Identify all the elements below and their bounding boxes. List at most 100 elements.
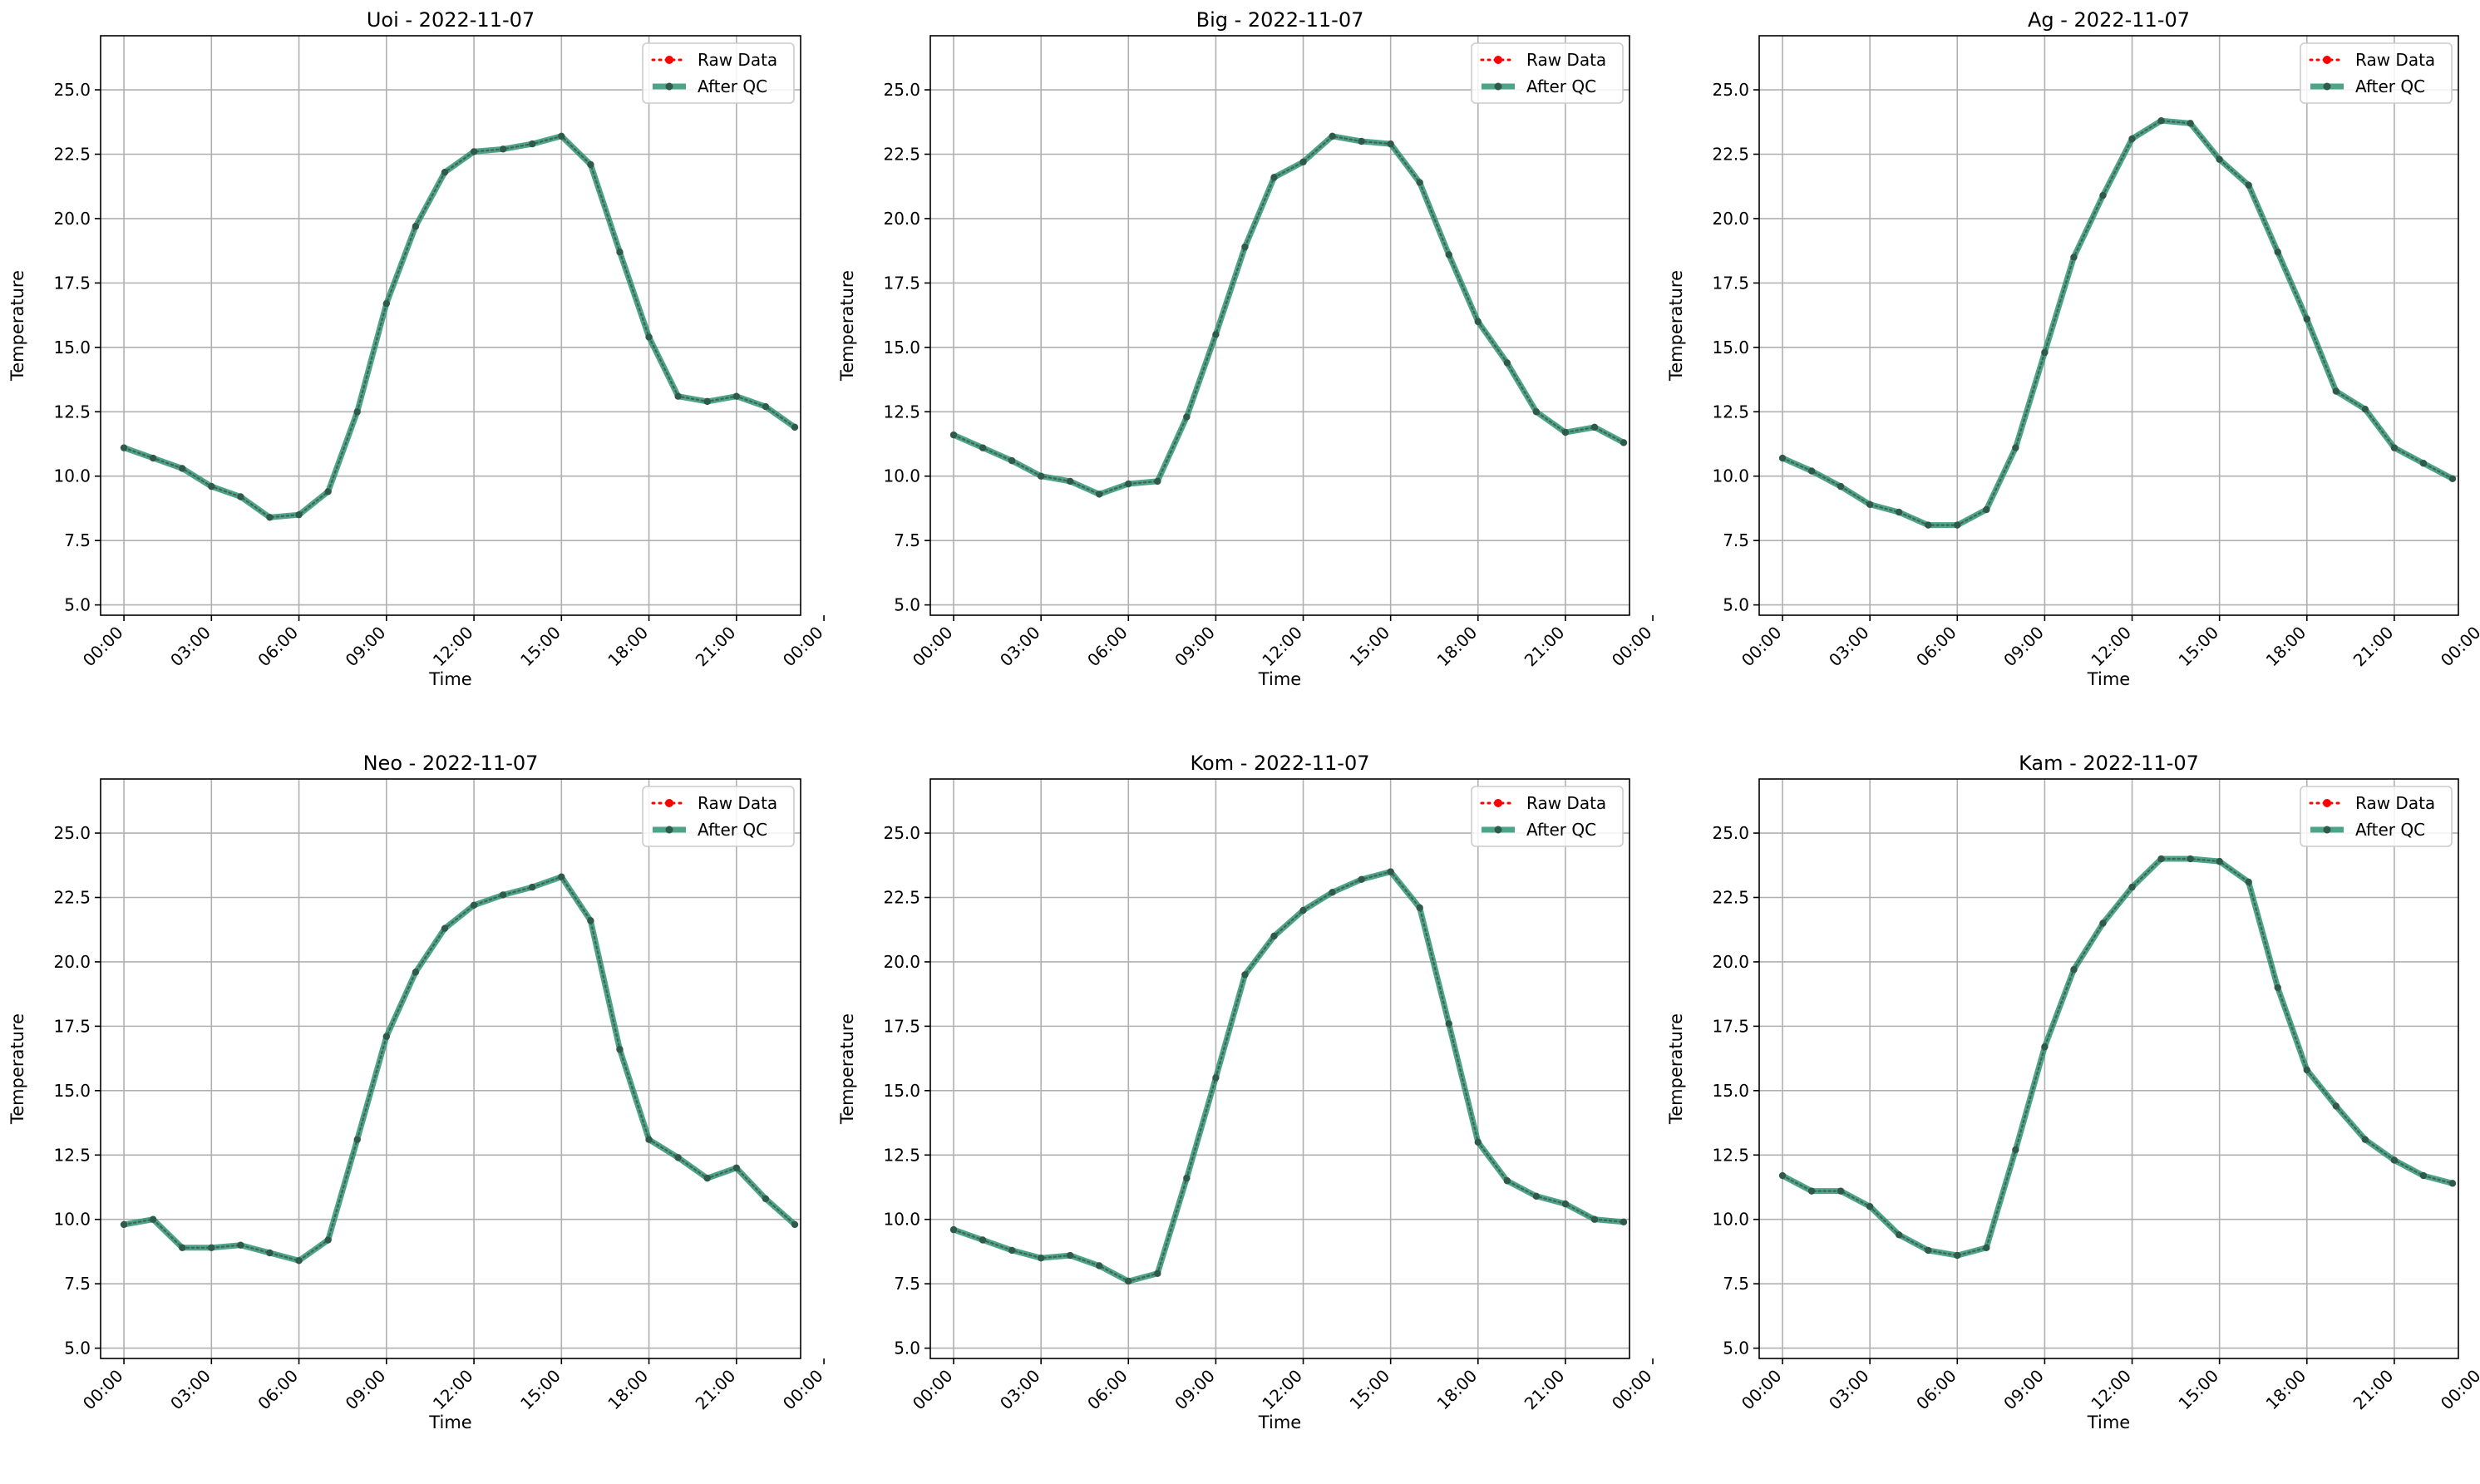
data-point [1778, 1171, 1787, 1180]
x-tick-label: 00:00 [2437, 623, 2480, 671]
data-point [1866, 500, 1874, 508]
data-point [1896, 1231, 1903, 1239]
legend-marker-raw-data [2323, 799, 2331, 807]
data-point [1445, 1020, 1452, 1028]
data-point [1299, 158, 1307, 165]
data-point [1837, 482, 1845, 491]
y-tick-label: 7.5 [894, 530, 920, 550]
data-point [149, 1215, 157, 1223]
legend-marker-after-qc [2323, 82, 2331, 91]
y-tick-label: 22.5 [883, 887, 920, 907]
data-point [470, 901, 478, 909]
series-line-raw-data [952, 870, 1625, 1283]
data-point [2128, 135, 2136, 143]
x-tick-label: 12:00 [429, 1366, 477, 1414]
x-tick-label: 03:00 [166, 1366, 214, 1414]
y-tick-label: 22.5 [1712, 144, 1749, 164]
x-tick-label: 00:00 [1738, 623, 1786, 671]
data-point [703, 397, 711, 406]
y-tick-label: 22.5 [53, 887, 91, 907]
data-point [1329, 132, 1336, 141]
y-tick-label: 12.5 [53, 402, 91, 422]
subplot-2: 00:00 03:00 06:00 09:00 12:00 15:00 18:00 21:00… [837, 8, 1656, 689]
data-point [1387, 868, 1394, 875]
x-axis-label: Time [428, 1413, 471, 1432]
data-point [2157, 117, 2165, 125]
y-tick-label: 25.0 [883, 823, 920, 843]
data-point [237, 1241, 244, 1249]
data-point [1590, 423, 1599, 431]
data-point [499, 891, 507, 899]
data-point [645, 333, 653, 341]
data-point [295, 510, 303, 519]
data-point [1620, 439, 1628, 446]
data-point [979, 444, 987, 451]
y-tick-label: 22.5 [883, 144, 920, 164]
data-point [1416, 904, 1423, 912]
data-point [382, 299, 391, 308]
data-point [1474, 1138, 1482, 1146]
data-point [208, 1244, 215, 1251]
x-tick-label: 09:00 [1171, 1366, 1219, 1414]
y-tick-label: 17.5 [1712, 1016, 1749, 1036]
series-line-after-qc [1779, 117, 2456, 529]
data-point [120, 1220, 128, 1229]
data-point [1183, 1174, 1191, 1182]
data-point [616, 249, 624, 256]
data-point [2448, 1180, 2457, 1187]
x-tick-label: 00:00 [909, 1366, 957, 1414]
axes-frame [1758, 35, 2459, 616]
y-tick-label: 5.0 [1723, 595, 1749, 615]
chart-title: Big - 2022-11-07 [1196, 8, 1364, 32]
subplot-4: 00:00 03:00 06:00 09:00 12:00 15:00 18:00 21:00… [7, 752, 827, 1432]
legend-label-after-qc: After QC [698, 76, 767, 96]
data-point [791, 1220, 799, 1229]
y-tick-label: 12.5 [1712, 1145, 1749, 1165]
series-line-after-qc [121, 133, 798, 520]
data-point [949, 1225, 958, 1234]
y-tick-label: 5.0 [64, 595, 91, 615]
x-axis-label: Time [428, 669, 471, 689]
data-point [1329, 889, 1336, 896]
y-tick-label: 7.5 [64, 530, 91, 550]
legend-marker-raw-data [665, 56, 673, 64]
x-tick-label: 21:00 [2349, 1366, 2398, 1414]
data-point [353, 408, 361, 416]
data-point [237, 493, 244, 500]
x-tick-label: 18:00 [1433, 1366, 1482, 1414]
y-tick-label: 12.5 [883, 402, 920, 422]
data-point [1866, 1203, 1874, 1210]
legend-label-after-qc: After QC [1526, 76, 1596, 96]
data-point [2303, 1066, 2310, 1074]
x-tick-label: 00:00 [909, 623, 957, 671]
data-point [1778, 454, 1787, 462]
y-tick-label: 7.5 [894, 1274, 920, 1294]
x-tick-label: 06:00 [254, 1366, 302, 1414]
y-axis-label: Temperature [1666, 1013, 1686, 1125]
x-tick-label: 09:00 [1171, 623, 1219, 671]
data-point [1983, 505, 1990, 514]
data-point [674, 1154, 682, 1161]
y-tick-label: 10.0 [1712, 1210, 1749, 1230]
y-tick-label: 12.5 [883, 1145, 920, 1165]
data-point [2187, 120, 2194, 127]
legend: Raw Data After QC [642, 786, 795, 847]
chart-title: Uoi - 2022-11-07 [367, 8, 535, 32]
data-point [2216, 857, 2223, 865]
x-tick-label: 18:00 [2262, 623, 2310, 671]
legend-label-raw-data: Raw Data [1526, 793, 1606, 813]
y-tick-label: 17.5 [53, 273, 91, 293]
data-point [266, 514, 274, 521]
data-point [1561, 1200, 1570, 1208]
data-point [1925, 521, 1932, 529]
y-tick-label: 7.5 [1723, 530, 1749, 550]
x-tick-label: 00:00 [1608, 1366, 1656, 1414]
data-point [1983, 1244, 1990, 1251]
subplot-3: 00:00 03:00 06:00 09:00 12:00 15:00 18:00 21:00… [1666, 8, 2480, 689]
data-point [1590, 1215, 1599, 1223]
series-line-raw-data [123, 875, 796, 1262]
legend-label-raw-data: Raw Data [1526, 50, 1606, 70]
legend-label-raw-data: Raw Data [698, 793, 777, 813]
x-tick-label: 00:00 [79, 1366, 127, 1414]
